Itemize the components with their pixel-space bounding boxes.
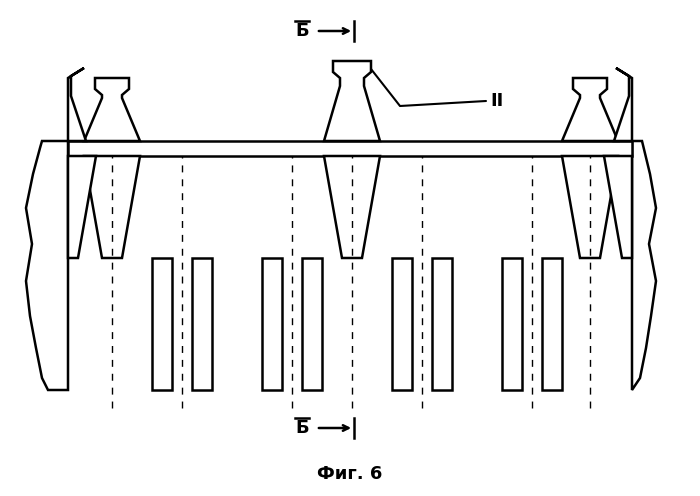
Polygon shape — [324, 61, 380, 141]
Polygon shape — [632, 141, 656, 390]
Bar — [152, 258, 172, 390]
Bar — [192, 258, 212, 390]
Polygon shape — [604, 156, 632, 258]
Polygon shape — [562, 156, 618, 258]
Bar — [392, 258, 412, 390]
Polygon shape — [562, 78, 618, 141]
Bar — [542, 258, 562, 390]
Polygon shape — [26, 141, 68, 390]
Polygon shape — [68, 156, 96, 258]
Text: Б: Б — [295, 419, 309, 437]
Bar — [302, 258, 322, 390]
Polygon shape — [84, 78, 140, 141]
Polygon shape — [68, 68, 86, 141]
Text: II: II — [490, 92, 503, 110]
Polygon shape — [324, 156, 380, 258]
Text: Фиг. 6: Фиг. 6 — [317, 465, 383, 483]
Polygon shape — [614, 68, 632, 141]
Bar — [262, 258, 282, 390]
Bar — [68, 141, 632, 156]
Polygon shape — [84, 156, 140, 258]
Bar — [502, 258, 522, 390]
Bar — [432, 258, 452, 390]
Text: Б: Б — [295, 22, 309, 40]
